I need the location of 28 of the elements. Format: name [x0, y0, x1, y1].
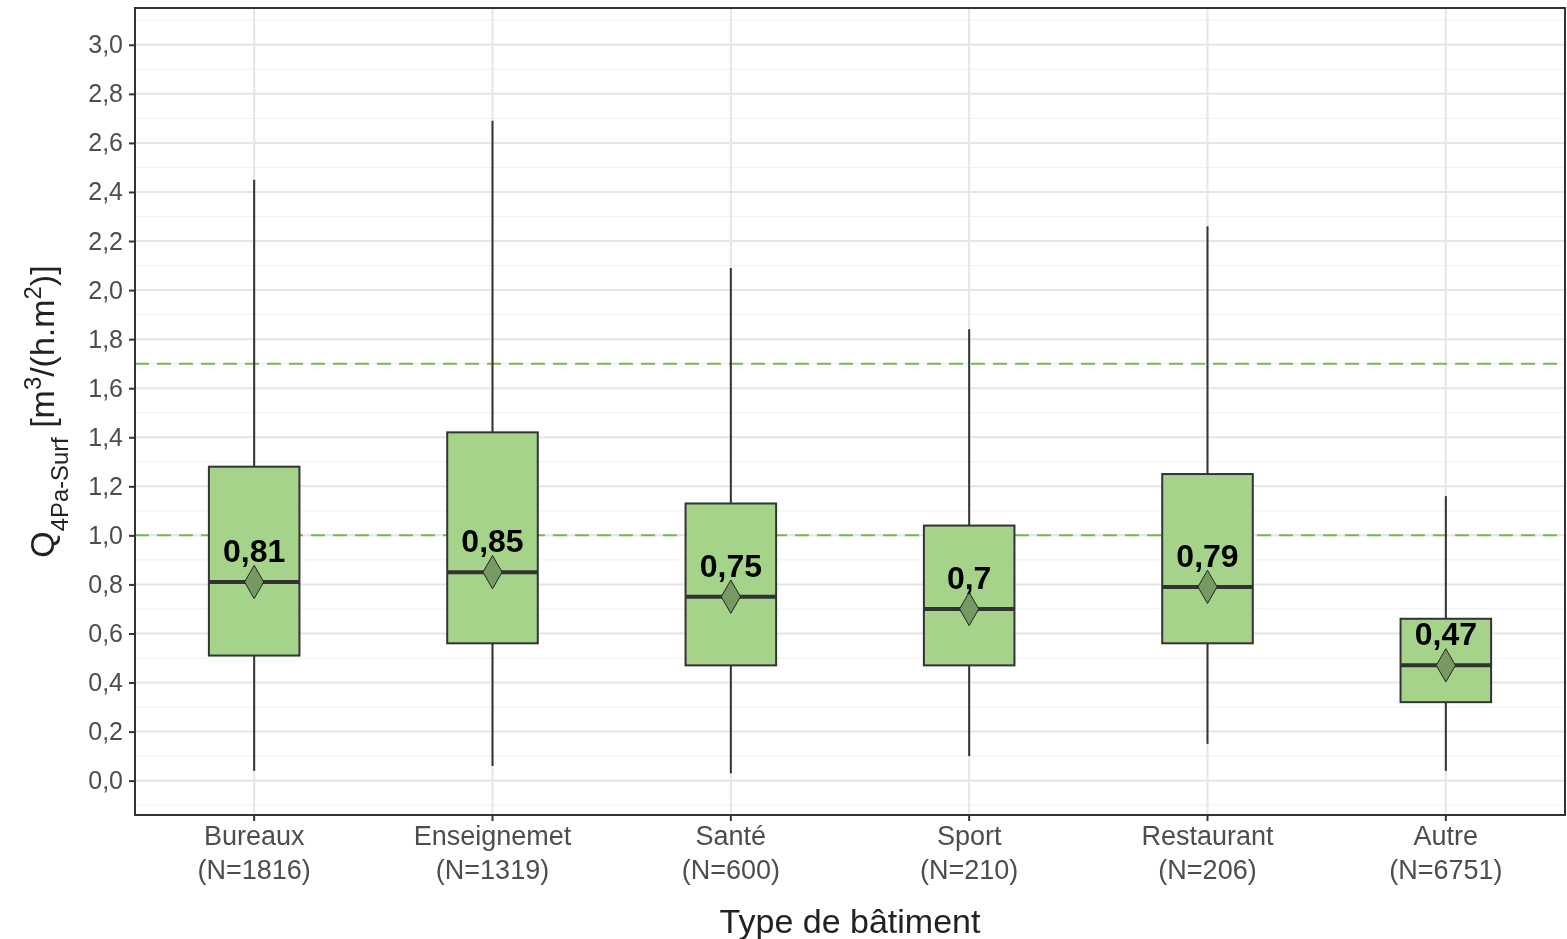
y-tick-label: 0,0 [88, 766, 123, 795]
x-tick-label: Autre (N=6751) [1389, 821, 1503, 885]
annotation: 0,47 [1414, 616, 1477, 653]
annotation: 0,75 [699, 547, 762, 584]
y-tick-label: 1,4 [88, 422, 124, 451]
y-tick-label: 2,4 [88, 177, 124, 206]
y-tick-label: 1,0 [88, 520, 123, 549]
x-tick-label: Bureaux (N=1816) [197, 821, 311, 885]
y-tick-label: 2,6 [88, 128, 123, 157]
y-tick-label: 0,2 [88, 717, 123, 746]
y-tick-label: 2,8 [88, 79, 123, 108]
x-tick-label: Santé (N=600) [681, 821, 780, 885]
x-tick-label: Enseignemet (N=1319) [413, 821, 572, 885]
x-tick-label: Sport (N=210) [920, 821, 1019, 885]
y-tick-label: 2,0 [88, 275, 123, 304]
y-tick-label: 0,8 [88, 569, 123, 598]
x-tick-label: Restaurant (N=206) [1141, 821, 1275, 885]
y-tick-label: 1,2 [88, 471, 123, 500]
y-tick-label: 1,8 [88, 324, 123, 353]
annotation: 0,7 [946, 559, 992, 596]
y-tick-label: 0,4 [88, 668, 124, 697]
annotation: 0,81 [223, 532, 286, 569]
y-tick-label: 3,0 [88, 30, 123, 59]
annotation: 0,79 [1176, 537, 1239, 574]
annotation: 0,85 [461, 523, 524, 560]
y-tick-label: 0,6 [88, 618, 123, 647]
y-tick-label: 2,2 [88, 226, 123, 255]
y-tick-label: 1,6 [88, 373, 123, 402]
